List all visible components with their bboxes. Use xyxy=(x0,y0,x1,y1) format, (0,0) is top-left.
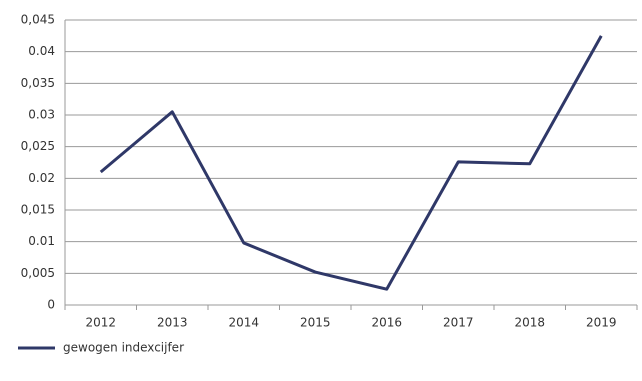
x-tick-label: 2013 xyxy=(157,316,188,330)
y-tick-label: 0,035 xyxy=(21,76,55,90)
y-tick-label: 0.01 xyxy=(28,234,55,248)
x-tick-label: 2016 xyxy=(371,316,402,330)
y-tick-label: 0,025 xyxy=(21,139,55,153)
legend-label: gewogen indexcijfer xyxy=(63,341,184,355)
y-tick-label: 0.03 xyxy=(28,108,55,122)
y-tick-label: 0,045 xyxy=(21,13,55,27)
x-tick-label: 2014 xyxy=(228,316,259,330)
y-tick-label: 0.02 xyxy=(28,171,55,185)
x-tick-label: 2018 xyxy=(514,316,545,330)
y-tick-label: 0 xyxy=(47,298,55,312)
y-tick-label: 0,005 xyxy=(21,266,55,280)
x-tick-label: 2017 xyxy=(443,316,474,330)
x-tick-label: 2012 xyxy=(85,316,116,330)
data-line xyxy=(99,35,603,291)
y-tick-label: 0,015 xyxy=(21,203,55,217)
x-tick-label: 2015 xyxy=(300,316,331,330)
x-tick-label: 2019 xyxy=(586,316,617,330)
y-tick-label: 0.04 xyxy=(28,44,55,58)
